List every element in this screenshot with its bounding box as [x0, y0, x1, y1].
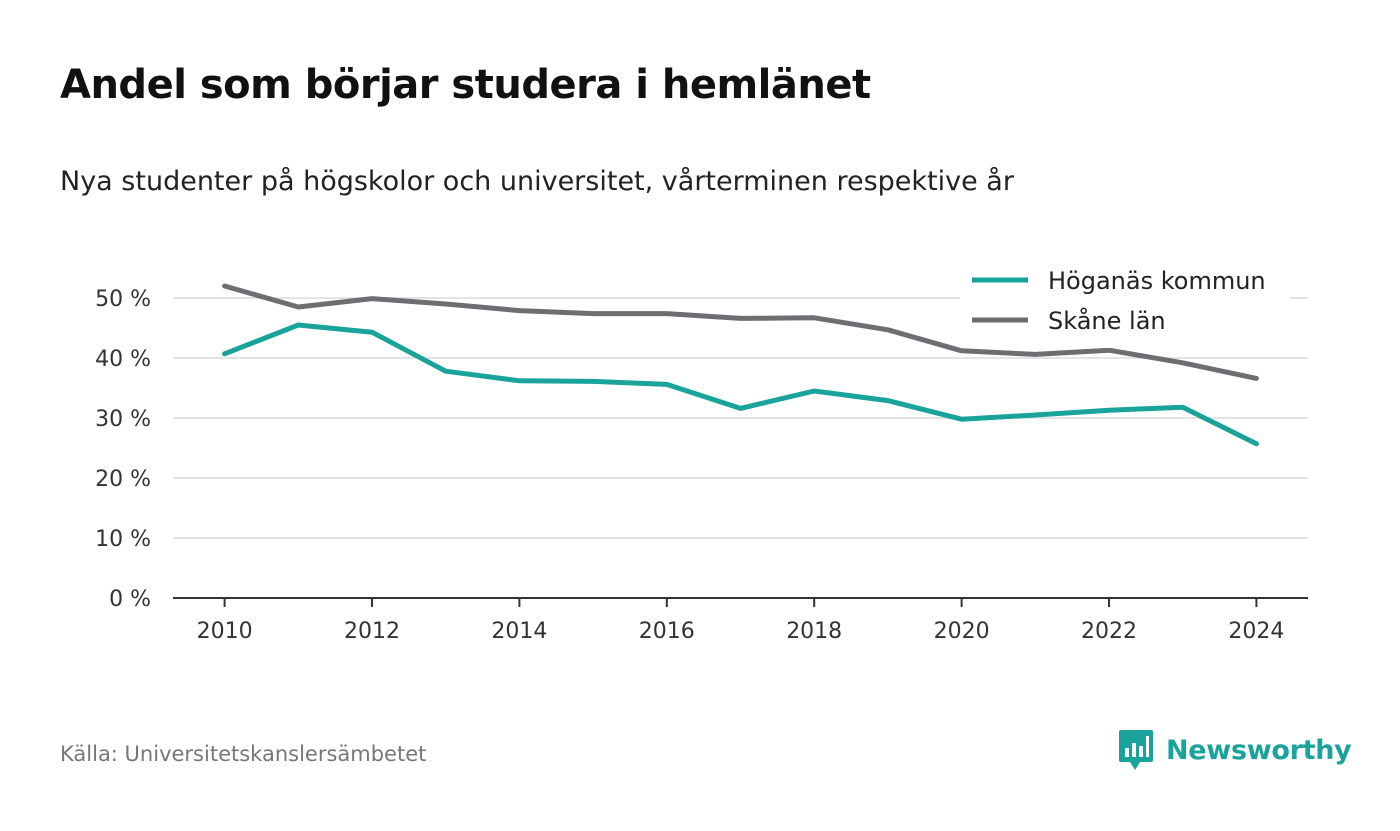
x-tick-label: 2012 — [344, 619, 400, 644]
y-tick-label: 30 % — [95, 407, 151, 432]
bar-chart-speech-bubble-icon — [1119, 730, 1153, 770]
legend-label: Höganäs kommun — [1048, 267, 1266, 295]
page-subtitle: Nya studenter på högskolor och universit… — [60, 166, 1014, 197]
x-tick-label: 2016 — [639, 619, 695, 644]
y-tick-label: 10 % — [95, 527, 151, 552]
axes: 0 % 10 % 20 % 30 % 40 % 50 % 2010 2012 2014 2016 2… — [95, 287, 1308, 644]
legend-background — [960, 258, 1290, 348]
series-lines — [222, 283, 1259, 447]
x-tick-label: 2014 — [491, 619, 547, 644]
x-tick-label: 2010 — [197, 619, 253, 644]
y-tick-label: 50 % — [95, 287, 151, 312]
source-note: Källa: Universitetskanslersämbetet — [60, 742, 427, 766]
series-line-2 — [222, 283, 1259, 381]
y-tick-label: 0 % — [109, 587, 151, 612]
y-tick-label: 40 % — [95, 347, 151, 372]
page-title: Andel som börjar studera i hemlänet — [60, 62, 871, 108]
x-tick-label: 2020 — [934, 619, 990, 644]
x-tick-label: 2024 — [1228, 619, 1284, 644]
brand-name: Newsworthy — [1166, 734, 1352, 766]
y-tick-label: 20 % — [95, 467, 151, 492]
legend-label: Skåne län — [1048, 306, 1166, 335]
series-line-1 — [222, 322, 1259, 447]
x-tick-label: 2022 — [1081, 619, 1137, 644]
brand-logo: Newsworthy — [1118, 728, 1352, 772]
x-tick-label: 2018 — [786, 619, 842, 644]
legend: Höganäs kommun Skåne län — [960, 258, 1290, 348]
line-chart: 0 % 10 % 20 % 30 % 40 % 50 % 2010 2012 2014 2016 2… — [95, 258, 1308, 644]
